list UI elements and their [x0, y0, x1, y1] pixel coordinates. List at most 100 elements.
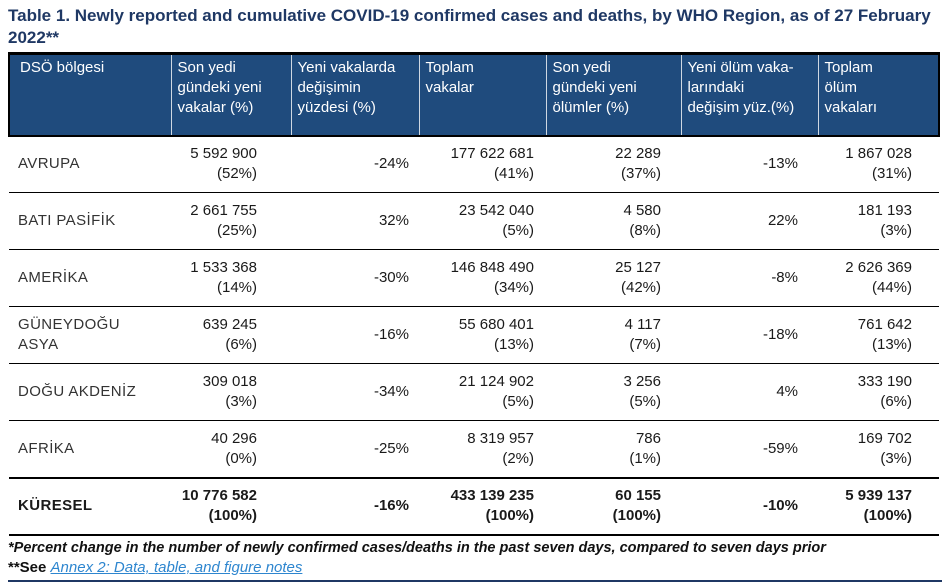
- table-row: DOĞU AKDENİZ 309 018 (3%) -34% 21 124 90…: [9, 363, 939, 422]
- col-header-new-deaths: Son yedi gündeki yeni ölümler (%): [545, 52, 681, 137]
- new-cases-value: 639 245: [202, 315, 257, 333]
- total-cases-cell: 433 139 235 (100%): [419, 477, 546, 536]
- col-header-new-cases-change: Yeni vakalarda değişimin yüzdesi (%): [290, 52, 419, 137]
- total-deaths-cell: 181 193 (3%): [818, 192, 939, 251]
- total-deaths-percent: (3%): [880, 222, 912, 240]
- new-cases-change-cell: -30%: [291, 249, 419, 308]
- region-cell: GÜNEYDOĞU ASYA: [9, 306, 171, 365]
- total-cases-value: 21 124 902: [458, 372, 534, 390]
- table-row: KÜRESEL 10 776 582 (100%) -16% 433 139 2…: [9, 477, 939, 536]
- new-deaths-percent: (42%): [620, 279, 661, 297]
- total-deaths-percent: (100%): [863, 507, 912, 525]
- new-cases-percent: (52%): [216, 165, 257, 183]
- col-header-total-deaths: Toplam ölüm vakaları: [817, 52, 940, 137]
- region-cell: AMERİKA: [9, 249, 171, 308]
- total-cases-percent: (2%): [502, 449, 534, 467]
- total-deaths-cell: 2 626 369 (44%): [818, 249, 939, 308]
- new-deaths-percent: (1%): [629, 449, 661, 467]
- region-cell: AVRUPA: [9, 135, 171, 194]
- table-row: BATI PASİFİK 2 661 755 (25%) 32% 23 542 …: [9, 192, 939, 251]
- region-cell: DOĞU AKDENİZ: [9, 363, 171, 422]
- new-deaths-value: 4 117: [624, 315, 661, 333]
- total-cases-value: 23 542 040: [458, 201, 534, 219]
- table-title: Table 1. Newly reported and cumulative C…: [8, 6, 931, 48]
- new-cases-change-cell: -24%: [291, 135, 419, 194]
- new-cases-percent: (3%): [225, 393, 257, 411]
- total-deaths-percent: (6%): [880, 393, 912, 411]
- new-deaths-percent: (100%): [612, 507, 661, 525]
- new-deaths-value: 22 289: [615, 145, 661, 163]
- total-deaths-value: 333 190: [857, 372, 912, 390]
- new-deaths-change-cell: -8%: [681, 249, 818, 308]
- total-deaths-cell: 5 939 137 (100%): [818, 477, 939, 536]
- new-deaths-change-cell: 22%: [681, 192, 818, 251]
- new-deaths-change-cell: 4%: [681, 363, 818, 422]
- footnote-percent-change: *Percent change in the number of newly c…: [8, 539, 826, 556]
- region-cell: KÜRESEL: [9, 477, 171, 536]
- new-cases-cell: 309 018 (3%): [171, 363, 291, 422]
- table-header-row: DSÖ bölgesi Son yedi gündeki yeni vakala…: [8, 52, 940, 137]
- new-deaths-change-cell: -18%: [681, 306, 818, 365]
- table-row: GÜNEYDOĞU ASYA 639 245 (6%) -16% 55 680 …: [9, 306, 939, 365]
- new-cases-cell: 10 776 582 (100%): [171, 477, 291, 536]
- new-cases-cell: 639 245 (6%): [171, 306, 291, 365]
- table-row: AFRİKA 40 296 (0%) -25% 8 319 957 (2%) 7…: [9, 420, 939, 479]
- new-cases-cell: 2 661 755 (25%): [171, 192, 291, 251]
- new-cases-change-cell: -16%: [291, 477, 419, 536]
- total-cases-percent: (13%): [493, 336, 534, 354]
- total-deaths-percent: (31%): [871, 165, 912, 183]
- total-cases-value: 55 680 401: [458, 315, 534, 333]
- new-deaths-cell: 3 256 (5%): [546, 363, 681, 422]
- new-deaths-change-cell: -59%: [681, 420, 818, 479]
- total-cases-percent: (100%): [485, 507, 534, 525]
- col-header-total-cases: Toplam vakalar: [418, 52, 546, 137]
- new-deaths-value: 25 127: [615, 258, 661, 276]
- total-cases-cell: 23 542 040 (5%): [419, 192, 546, 251]
- total-deaths-value: 761 642: [857, 315, 912, 333]
- region-cell: BATI PASİFİK: [9, 192, 171, 251]
- footnote-annex: **See Annex 2: Data, table, and figure n…: [8, 559, 942, 576]
- total-deaths-percent: (3%): [880, 449, 912, 467]
- total-cases-cell: 21 124 902 (5%): [419, 363, 546, 422]
- new-deaths-cell: 4 117 (7%): [546, 306, 681, 365]
- total-cases-percent: (5%): [502, 393, 534, 411]
- new-cases-percent: (25%): [216, 222, 257, 240]
- col-header-new-deaths-change: Yeni ölüm vaka- larındaki değişim yüz.(%…: [680, 52, 818, 137]
- new-deaths-percent: (37%): [620, 165, 661, 183]
- total-deaths-cell: 169 702 (3%): [818, 420, 939, 479]
- total-cases-cell: 8 319 957 (2%): [419, 420, 546, 479]
- new-cases-percent: (6%): [225, 336, 257, 354]
- total-cases-cell: 146 848 490 (34%): [419, 249, 546, 308]
- total-deaths-value: 169 702: [857, 429, 912, 447]
- total-cases-cell: 177 622 681 (41%): [419, 135, 546, 194]
- covid-region-table: DSÖ bölgesi Son yedi gündeki yeni vakala…: [8, 52, 940, 536]
- new-deaths-cell: 60 155 (100%): [546, 477, 681, 536]
- footnote-annex-prefix: **See: [8, 558, 51, 576]
- new-cases-percent: (14%): [216, 279, 257, 297]
- total-cases-percent: (34%): [493, 279, 534, 297]
- new-deaths-cell: 25 127 (42%): [546, 249, 681, 308]
- new-cases-percent: (100%): [208, 507, 257, 525]
- new-cases-value: 10 776 582: [181, 486, 257, 504]
- new-cases-value: 2 661 755: [190, 201, 257, 219]
- new-deaths-percent: (7%): [629, 336, 661, 354]
- total-deaths-percent: (44%): [871, 279, 912, 297]
- total-cases-value: 433 139 235: [450, 486, 534, 504]
- total-deaths-cell: 761 642 (13%): [818, 306, 939, 365]
- new-cases-change-cell: -34%: [291, 363, 419, 422]
- new-cases-cell: 40 296 (0%): [171, 420, 291, 479]
- total-deaths-value: 2 626 369: [845, 258, 912, 276]
- total-cases-value: 8 319 957: [467, 429, 534, 447]
- table-row: AVRUPA 5 592 900 (52%) -24% 177 622 681 …: [9, 135, 939, 194]
- total-cases-percent: (5%): [502, 222, 534, 240]
- region-cell: AFRİKA: [9, 420, 171, 479]
- col-header-who-region: DSÖ bölgesi: [8, 52, 171, 137]
- total-cases-value: 146 848 490: [450, 258, 534, 276]
- table-row: AMERİKA 1 533 368 (14%) -30% 146 848 490…: [9, 249, 939, 308]
- col-header-new-cases: Son yedi gündeki yeni vakalar (%): [170, 52, 291, 137]
- new-deaths-value: 3 256: [623, 372, 661, 390]
- new-cases-change-cell: -16%: [291, 306, 419, 365]
- new-deaths-change-cell: -13%: [681, 135, 818, 194]
- annex-2-link[interactable]: Annex 2: Data, table, and figure notes: [50, 558, 303, 576]
- total-deaths-percent: (13%): [871, 336, 912, 354]
